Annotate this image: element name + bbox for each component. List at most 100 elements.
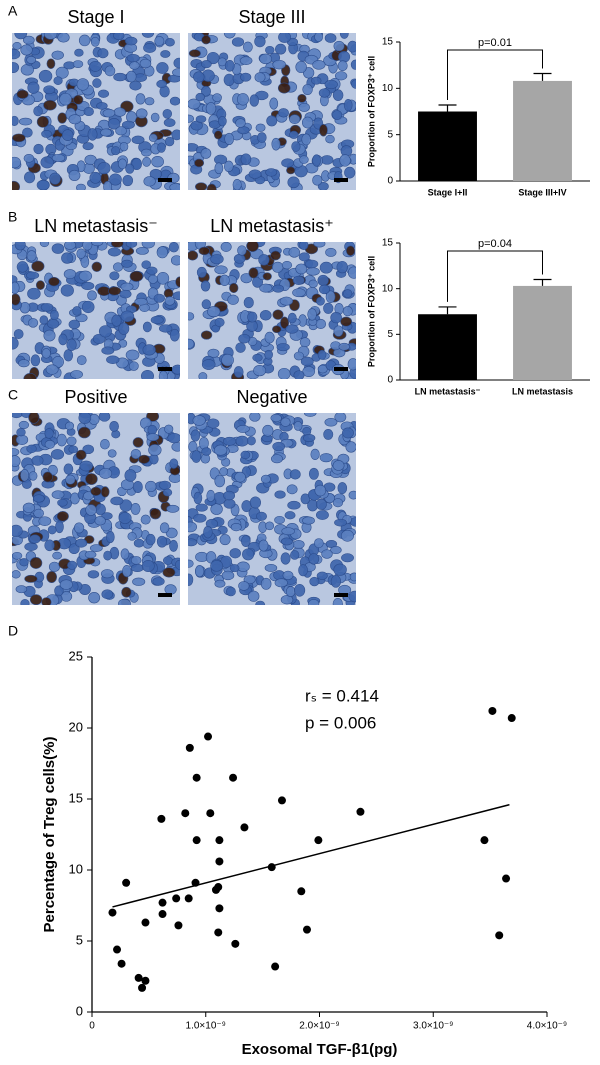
cell [233, 366, 244, 378]
cell [330, 545, 342, 555]
cell [63, 269, 77, 280]
cell [36, 115, 49, 128]
panel-label: B [8, 209, 17, 225]
cell [272, 441, 286, 452]
cell [207, 306, 221, 318]
cell [277, 82, 291, 94]
x-tick-label: LN metastasis [512, 386, 573, 396]
cell [33, 105, 43, 117]
cell [138, 454, 150, 464]
y-tick-label: 5 [76, 932, 83, 947]
cell [87, 128, 98, 141]
cell [225, 586, 236, 597]
cell [316, 571, 328, 580]
cell [344, 166, 356, 179]
cell [131, 157, 142, 171]
cell [342, 306, 353, 317]
cell [282, 570, 294, 580]
cell [320, 155, 334, 165]
cell [52, 551, 63, 560]
point [507, 714, 516, 723]
cell [272, 284, 284, 293]
cell [87, 570, 100, 579]
cell [12, 551, 23, 560]
cell [156, 246, 169, 259]
cell [75, 183, 86, 190]
cell [214, 579, 226, 588]
cell [12, 293, 21, 306]
cell [106, 355, 120, 364]
cell [249, 94, 260, 107]
bar [418, 111, 477, 181]
point [502, 874, 511, 883]
cell [272, 59, 286, 70]
cell [91, 261, 102, 272]
cell [146, 266, 158, 275]
cell [156, 535, 168, 548]
cell [276, 343, 290, 352]
point [240, 823, 249, 832]
cell [149, 508, 162, 520]
cell [257, 132, 267, 143]
cell [144, 97, 155, 106]
cell [97, 48, 109, 59]
cell [162, 109, 173, 119]
cell [164, 296, 175, 306]
cell [169, 539, 178, 552]
cell [287, 176, 300, 189]
point [157, 814, 166, 823]
cell [167, 432, 180, 444]
cell [235, 342, 246, 353]
cell [48, 276, 60, 287]
cell [299, 242, 309, 250]
cell [132, 480, 143, 494]
cell [171, 129, 180, 141]
image-label: LN metastasis⁻ [34, 216, 158, 236]
cell [107, 449, 117, 458]
cell [237, 245, 247, 256]
cell [308, 279, 318, 288]
cell [325, 134, 335, 144]
cell [43, 99, 57, 111]
cell [118, 512, 132, 524]
y-axis-label: Proportion of FOXP3⁺ cell [366, 56, 376, 167]
cell [323, 428, 334, 440]
cell [206, 418, 220, 429]
cell [286, 484, 298, 495]
cell [292, 275, 305, 285]
cell [68, 114, 82, 125]
cell [262, 424, 274, 437]
cell [110, 496, 124, 506]
cell [206, 489, 216, 502]
cell [56, 433, 67, 447]
annotation: p=0.04 [478, 238, 512, 250]
cell [168, 242, 179, 253]
cell [97, 89, 110, 98]
cell [12, 524, 23, 537]
cell [44, 440, 56, 449]
micrograph [12, 242, 180, 379]
cell [129, 61, 140, 70]
cell [164, 424, 174, 434]
cell [57, 33, 70, 43]
cell [122, 174, 134, 187]
cell [12, 180, 21, 190]
cell [70, 370, 83, 379]
cell [205, 518, 219, 529]
cell [314, 33, 324, 42]
cell [12, 570, 21, 579]
cell [206, 51, 220, 65]
cell [111, 314, 122, 327]
cell [90, 36, 100, 47]
cell [281, 527, 295, 536]
point [184, 894, 193, 903]
cell [29, 557, 43, 569]
point [158, 898, 167, 907]
cell [317, 182, 329, 190]
cell [139, 58, 152, 69]
cell [201, 35, 211, 45]
cell [77, 426, 91, 439]
cell [12, 156, 21, 169]
cell [141, 148, 152, 157]
cell [118, 322, 130, 335]
